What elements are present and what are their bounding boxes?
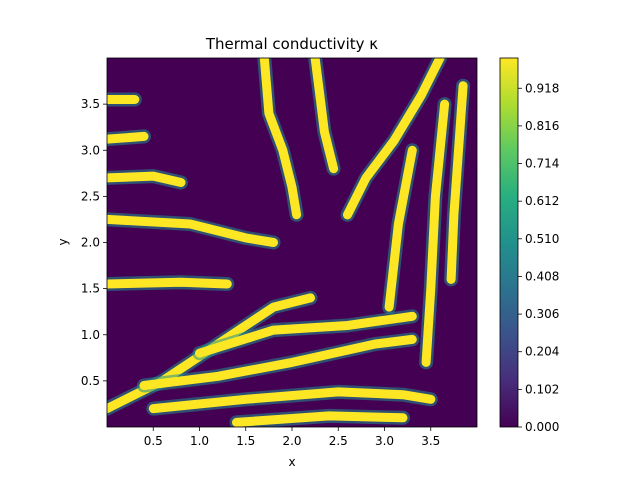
branch [232,411,408,427]
x-axis-ticks: 0.5 1.0 1.5 2.0 2.5 3.0 3.5 [144,427,440,448]
y-tick-label: 2.0 [81,236,100,250]
x-tick-label: 3.5 [421,434,440,448]
colorbar-frame [499,57,519,428]
x-axis-label: x [288,455,295,469]
y-axis-ticks: 0.5 1.0 1.5 2.0 2.5 3.0 3.5 [81,97,107,388]
branch [310,58,339,174]
branch [195,311,417,358]
colorbar-tick-label: 0.714 [525,157,559,171]
branch [259,58,302,220]
x-tick-label: 2.0 [282,434,301,448]
y-tick-label: 0.5 [81,374,100,388]
branch [343,58,445,220]
x-tick-label: 3.0 [375,434,394,448]
colorbar-tick-label: 0.816 [525,119,559,133]
branch [107,171,186,187]
branch [107,131,149,144]
colorbar-tick-label: 0.918 [525,81,559,95]
branch [384,145,417,312]
y-tick-label: 2.5 [81,189,100,203]
branch [107,214,278,247]
branch [446,81,468,284]
y-axis-label: y [56,238,70,245]
branch [139,334,417,390]
y-tick-label: 1.5 [81,282,100,296]
branch [107,277,232,289]
colorbar-tick-label: 0.612 [525,194,559,208]
colorbar-tick-label: 0.204 [525,345,559,359]
plot-area [107,58,477,427]
y-tick-label: 1.0 [81,328,100,342]
y-tick-label: 3.0 [81,143,100,157]
x-tick-label: 1.0 [190,434,209,448]
colorbar-tick-label: 0.510 [525,232,559,246]
x-tick-label: 1.5 [236,434,255,448]
y-tick-label: 3.5 [81,97,100,111]
colorbar-tick-label: 0.306 [525,307,559,321]
branch [148,387,436,414]
chart-title: Thermal conductivity κ [205,35,378,53]
conductivity-branches [107,58,471,427]
colorbar [500,58,518,427]
colorbar-tick-label: 0.000 [525,420,559,434]
colorbar-tick-label: 0.408 [525,269,559,283]
x-tick-label: 2.5 [329,434,348,448]
colorbar-ticks: 0.000 0.102 0.204 0.306 0.408 0.510 0.612 0.714… [518,81,559,434]
colorbar-tick-label: 0.102 [525,382,559,396]
branch [421,99,450,367]
x-tick-label: 0.5 [144,434,163,448]
